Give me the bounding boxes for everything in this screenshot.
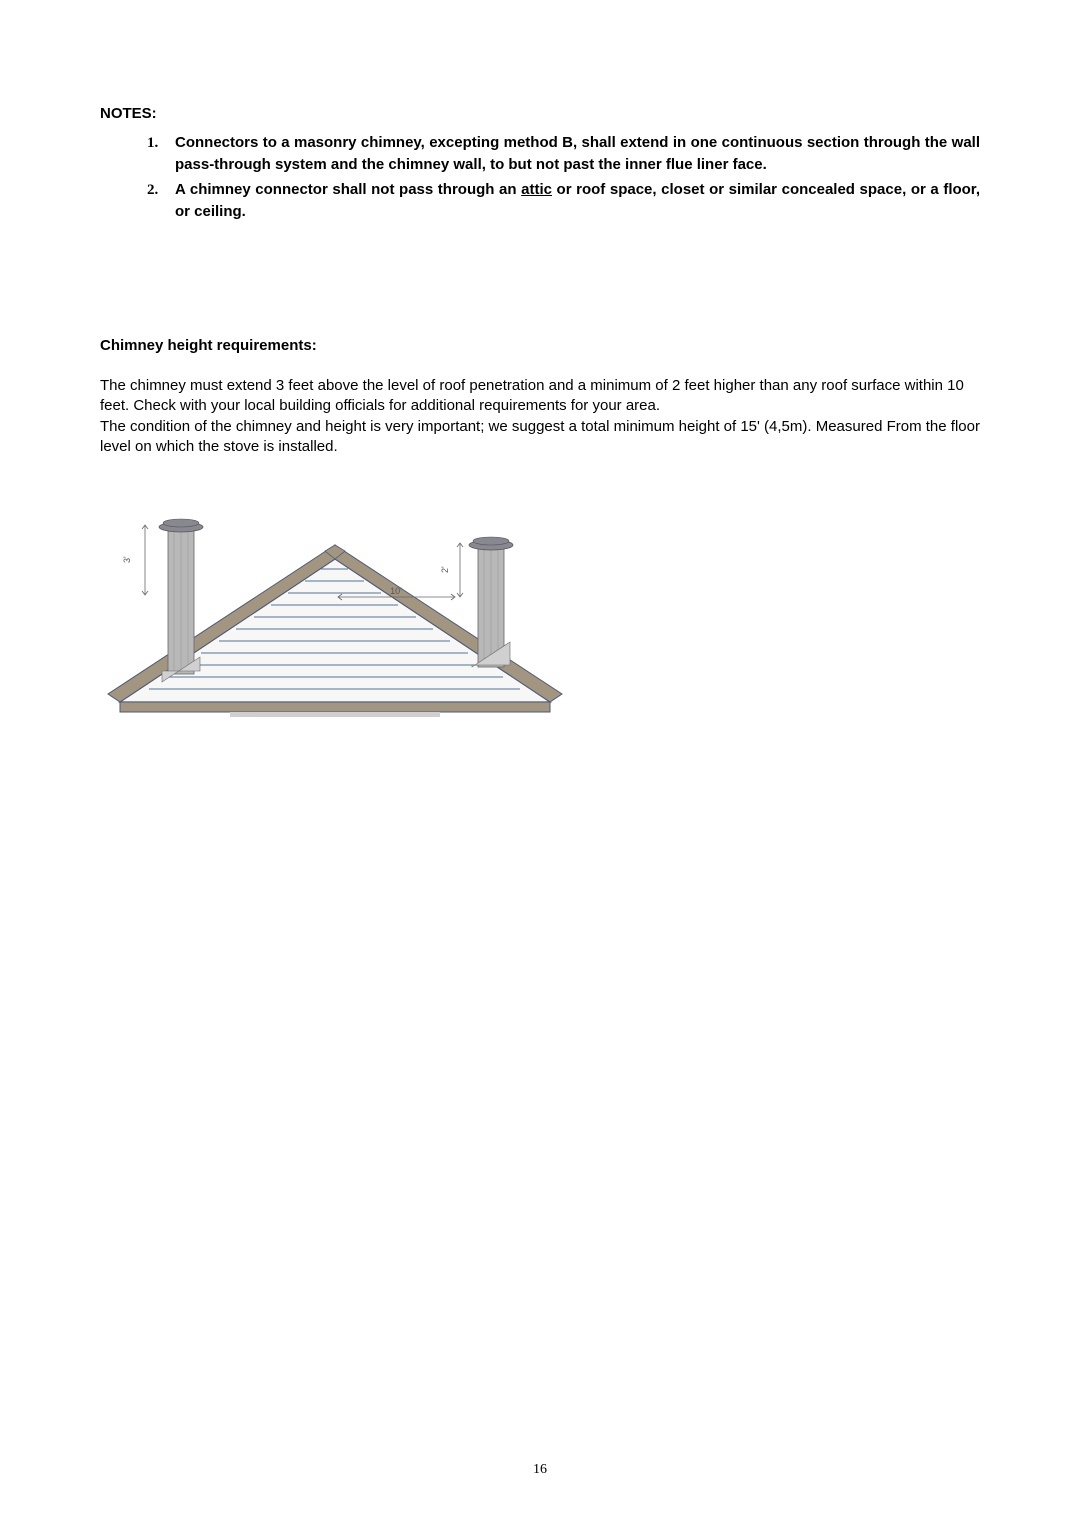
note-item-1: 1.Connectors to a masonry chimney, excep… <box>175 132 980 175</box>
paragraph-1: The chimney must extend 3 feet above the… <box>100 376 980 417</box>
note-number-1: 1. <box>147 133 175 154</box>
svg-text:10': 10' <box>390 586 402 596</box>
note-underline: attic <box>521 181 552 198</box>
note-item-2: 2.A chimney connector shall not pass thr… <box>175 179 980 222</box>
chimney-diagram: 3' 2' 10' <box>100 487 590 777</box>
note-number-2: 2. <box>147 180 175 201</box>
note-text-1: Connectors to a masonry chimney, excepti… <box>175 134 980 173</box>
notes-header: NOTES: <box>100 105 980 122</box>
note-text-2a: A chimney connector shall not pass throu… <box>175 181 521 198</box>
page-number: 16 <box>533 1462 547 1478</box>
svg-text:2': 2' <box>440 566 450 573</box>
section-heading: Chimney height requirements: <box>100 337 980 354</box>
svg-text:3': 3' <box>122 556 132 563</box>
notes-list: 1.Connectors to a masonry chimney, excep… <box>100 132 980 222</box>
paragraph-2: The condition of the chimney and height … <box>100 417 980 458</box>
